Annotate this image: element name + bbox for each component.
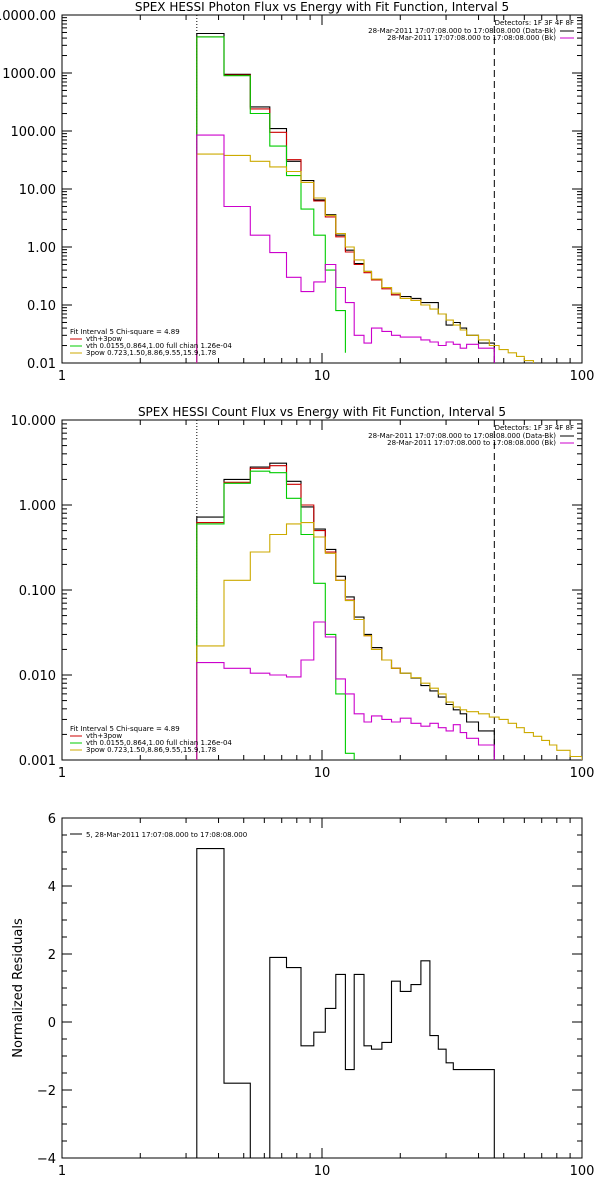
x-tick-label: 1 [58,369,66,384]
y-tick-label: 1000.00 [2,67,56,82]
chart-panel-1: SPEX HESSI Photon Flux vs Energy with Fi… [0,0,594,384]
y-tick-label: 10.00 [19,183,56,198]
y-tick-label: 2 [48,948,56,963]
y-tick-label: 100.00 [11,125,57,140]
series-line-residuals [196,848,495,1158]
y-tick-label: 0.010 [19,669,56,684]
plot-frame [61,817,583,1159]
legend-entry: vth 0.0155,0.864,1.00 full chian 1.26e-0… [86,342,232,350]
y-tick-label: 0.100 [19,584,56,599]
y-tick-label: 10000.00 [0,9,56,24]
legend-entry: vth+3pow [86,335,122,343]
x-tick-label: 100 [570,766,595,781]
legend-entry: 28-Mar-2011 17:07:08.000 to 17:08:08.000… [387,439,556,447]
legend-entry: Fit Interval 5 Chi-square = 4.89 [70,725,180,733]
chart-title: SPEX HESSI Count Flux vs Energy with Fit… [138,405,506,419]
series-line-bk [196,621,495,760]
y-tick-label: 1.00 [27,241,56,256]
y-tick-label: 10.000 [11,414,57,429]
y-tick-label: −4 [37,1152,56,1167]
y-tick-label: 4 [48,880,56,895]
series-line-3pow [196,522,582,760]
series-line-vth-3pow [196,465,401,760]
legend-entry: 3pow 0.723,1.50,8.86,9.55,15.9,1.78 [86,349,216,357]
y-tick-label: 6 [48,812,56,827]
x-tick-label: 10 [314,1164,331,1179]
y-tick-label: −2 [37,1084,56,1099]
series-line-bk [196,134,495,363]
legend-entry: 3pow 0.723,1.50,8.86,9.55,15.9,1.78 [86,746,216,754]
plot-frame [61,419,583,761]
y-tick-label: 1.000 [19,499,56,514]
x-tick-label: 1 [58,1164,66,1179]
y-axis-label: Normalized Residuals [11,918,26,1058]
x-tick-label: 100 [570,369,595,384]
series-line-vth [196,36,346,363]
legend-entry: 28-Mar-2011 17:07:08.000 to 17:08:08.000… [368,432,556,440]
legend-entry: vth+3pow [86,732,122,740]
chart-panel-2: SPEX HESSI Count Flux vs Energy with Fit… [11,405,595,781]
legend-entry: vth 0.0155,0.864,1.00 full chian 1.26e-0… [86,739,232,747]
y-tick-label: 0.10 [27,299,56,314]
series-group [196,32,534,363]
plot-frame [61,14,583,364]
series-group [196,462,582,760]
x-tick-label: 1 [58,766,66,781]
detectors-label: Detectors: 1F 3F 4F 8F [495,19,574,27]
series-line-3pow [196,153,534,363]
legend-entry: Fit Interval 5 Chi-square = 4.89 [70,328,180,336]
y-tick-label: 0 [48,1016,56,1031]
chart-title: SPEX HESSI Photon Flux vs Energy with Fi… [135,0,509,14]
y-tick-label: 0.001 [19,754,56,769]
detectors-label: Detectors: 1F 3F 4F 8F [495,424,574,432]
series-line-vth-3pow [196,36,422,363]
legend-entry: 5, 28-Mar-2011 17:07:08.000 to 17:08:08.… [86,831,247,839]
series-group [196,848,495,1158]
x-tick-label: 10 [314,766,331,781]
legend-entry: 28-Mar-2011 17:07:08.000 to 17:08:08.000… [368,27,556,35]
legend-entry: 28-Mar-2011 17:07:08.000 to 17:08:08.000… [387,34,556,42]
series-line-vth [196,470,355,760]
x-tick-label: 10 [314,369,331,384]
chart-panel-3: 1 10 100 −4 −2 0 2 4 6 Normalized Residuals 5, 28-… [11,812,594,1179]
y-tick-label: 0.01 [27,357,56,372]
x-tick-label: 100 [570,1164,595,1179]
